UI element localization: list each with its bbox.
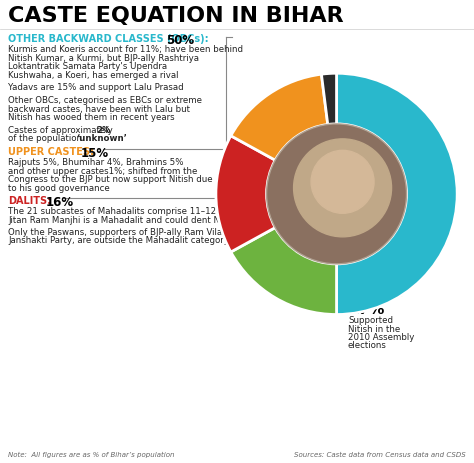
Text: ‘unknown’: ‘unknown’: [76, 134, 127, 143]
Wedge shape: [231, 75, 328, 161]
Text: 17%: 17%: [348, 301, 384, 316]
Text: Nitish in the: Nitish in the: [348, 324, 400, 333]
Text: CASTE EQUATION IN BIHAR: CASTE EQUATION IN BIHAR: [8, 6, 344, 26]
Wedge shape: [231, 228, 337, 315]
Text: Other OBCs, categorised as EBCs or extreme: Other OBCs, categorised as EBCs or extre…: [8, 96, 202, 105]
Circle shape: [268, 126, 405, 263]
Text: Kurmis and Koeris account for 11%; have been behind: Kurmis and Koeris account for 11%; have …: [8, 45, 243, 54]
Text: 50%: 50%: [166, 34, 194, 47]
Text: Only the Paswans, supporters of BJP-ally Ram Vilas Paswan’s Lok: Only the Paswans, supporters of BJP-ally…: [8, 227, 286, 236]
Text: 15%: 15%: [81, 147, 109, 160]
Text: backward castes, have been with Lalu but: backward castes, have been with Lalu but: [8, 104, 190, 113]
Text: Yadavs are 15% and support Lalu Prasad: Yadavs are 15% and support Lalu Prasad: [8, 83, 183, 92]
Circle shape: [311, 151, 374, 214]
Text: Rajputs 5%, Bhumihar 4%, Brahmins 5%: Rajputs 5%, Bhumihar 4%, Brahmins 5%: [8, 158, 183, 167]
Text: Loktantratik Samata Party's Upendra: Loktantratik Samata Party's Upendra: [8, 62, 167, 71]
Text: DALITS:: DALITS:: [8, 196, 51, 206]
Wedge shape: [321, 74, 337, 125]
Text: and other upper castes1%; shifted from the: and other upper castes1%; shifted from t…: [8, 166, 197, 175]
Text: Nitish has wooed them in recent years: Nitish has wooed them in recent years: [8, 113, 174, 122]
Wedge shape: [216, 137, 275, 252]
Text: UPPER CASTES:: UPPER CASTES:: [8, 147, 94, 156]
Text: Sources: Caste data from Census data and CSDS: Sources: Caste data from Census data and…: [294, 451, 466, 457]
Text: MUSLIMS:: MUSLIMS:: [348, 288, 403, 298]
Text: Jitan Ram Manjhi is a Mahadalit and could dent Nitish’s support base: Jitan Ram Manjhi is a Mahadalit and coul…: [8, 215, 305, 225]
Text: to his good governance: to his good governance: [8, 183, 110, 192]
Text: The 21 subcastes of Mahadalits comprise 11–12%; former chief minister: The 21 subcastes of Mahadalits comprise …: [8, 207, 321, 216]
Text: elections: elections: [348, 341, 387, 350]
Text: 2%: 2%: [96, 125, 110, 135]
Text: 2010 Assembly: 2010 Assembly: [348, 332, 414, 341]
Text: Supported: Supported: [348, 315, 393, 324]
Text: Castes of approximately: Castes of approximately: [8, 125, 116, 135]
Wedge shape: [337, 74, 457, 315]
Text: Kushwaha, a Koeri, has emerged a rival: Kushwaha, a Koeri, has emerged a rival: [8, 70, 179, 79]
Polygon shape: [266, 125, 407, 264]
Text: Janshakti Party, are outside the Mahadalit category, and comprise 4–5%: Janshakti Party, are outside the Mahadal…: [8, 236, 319, 245]
Text: 16%: 16%: [46, 196, 74, 209]
Text: of the population: of the population: [8, 134, 85, 143]
Text: Nitish Kumar, a Kurmi, but BJP-ally Rashtriya: Nitish Kumar, a Kurmi, but BJP-ally Rash…: [8, 53, 199, 63]
Text: Congress to the BJP but now support Nitish due: Congress to the BJP but now support Niti…: [8, 175, 213, 184]
Text: OTHER BACKWARD CLASSES (OBCs):: OTHER BACKWARD CLASSES (OBCs):: [8, 34, 209, 44]
Circle shape: [293, 139, 392, 238]
Text: Note:  All figures are as % of Bihar’s population: Note: All figures are as % of Bihar’s po…: [8, 451, 174, 457]
